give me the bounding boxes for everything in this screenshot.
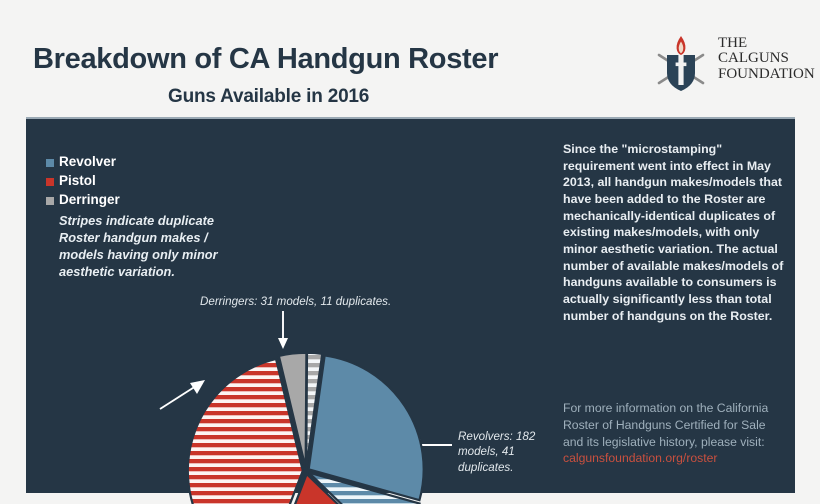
annotation-revolver: Revolvers: 182 models, 41 duplicates. [458,430,536,474]
pie-slice [186,357,304,504]
brand-logo: THE CALGUNS FOUNDATION [650,33,815,95]
footer-link[interactable]: calgunsfoundation.org/roster [563,451,718,466]
legend-swatch-revolver [46,158,54,167]
legend-item-revolver: Revolver [46,152,261,171]
pie-slice [307,354,425,502]
shield-torch-icon [650,33,712,95]
legend-swatch-pistol [46,177,54,186]
logo-line-foundation: FOUNDATION [718,65,815,82]
footer-block: For more information on the California R… [563,400,785,467]
pie-slice [293,472,340,504]
chart-legend: Revolver Pistol Derringer Stripes indica… [46,152,261,280]
explanatory-paragraph: Since the "microstamping" requirement we… [563,142,784,323]
legend-swatch-derringer [46,196,54,205]
pie-chart-svg [186,351,425,504]
legend-item-derringer: Derringer [46,190,261,209]
logo-line-the: THE [718,35,748,51]
page-subtitle: Guns Available in 2016 [168,86,370,107]
brand-wordmark: THE CALGUNS FOUNDATION [718,35,815,82]
arrow-down-icon [278,311,288,349]
legend-note: Stripes indicate duplicate Roster handgu… [59,213,218,280]
arrow-up-right-icon [159,380,205,410]
legend-label-revolver: Revolver [59,154,117,169]
chart-panel: Revolver Pistol Derringer Stripes indica… [26,117,795,504]
header: Breakdown of CA Handgun Roster Guns Avai… [0,0,820,117]
footer-text: For more information on the California R… [563,401,769,449]
pie-chart [164,339,454,504]
annotation-derringer: Derringers: 31 models, 11 duplicates. [200,295,392,308]
legend-label-pistol: Pistol [59,173,96,188]
logo-line-calguns: CALGUNS [718,50,789,67]
legend-label-derringer: Derringer [59,192,120,207]
legend-item-pistol: Pistol [46,171,261,190]
page-title: Breakdown of CA Handgun Roster [33,43,499,75]
pie-slice [305,351,324,468]
